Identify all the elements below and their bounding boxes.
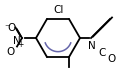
Text: O: O bbox=[108, 54, 116, 64]
Text: O: O bbox=[7, 23, 15, 33]
Text: N: N bbox=[13, 36, 21, 46]
Text: O: O bbox=[6, 47, 15, 57]
Text: ⁻: ⁻ bbox=[4, 23, 10, 33]
Text: +: + bbox=[18, 40, 24, 49]
Text: N: N bbox=[88, 41, 96, 51]
Text: C: C bbox=[98, 48, 106, 58]
Text: Cl: Cl bbox=[54, 5, 64, 15]
